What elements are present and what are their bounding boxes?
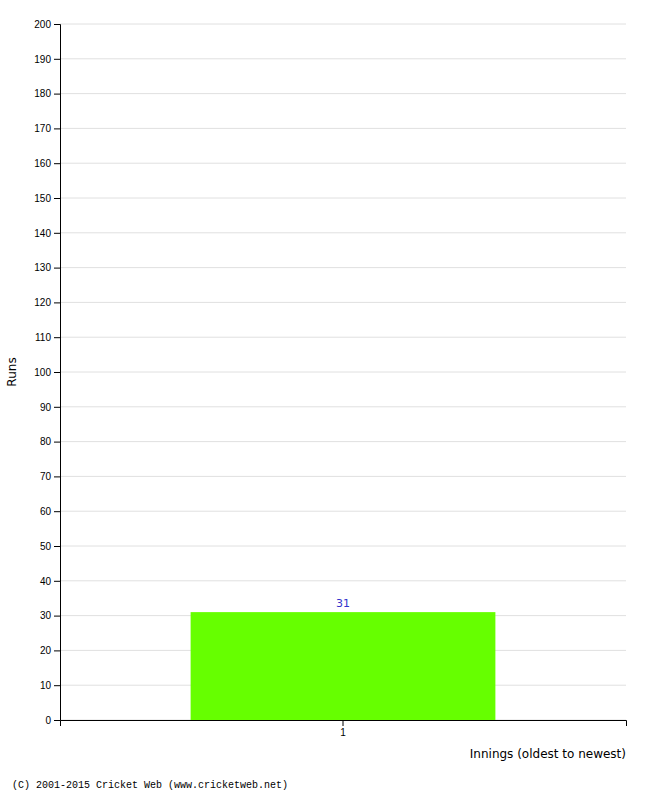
y-tick: 110: [35, 332, 60, 343]
plot-area: 0 10 20 30 40 50 60 70 80 90 100 110 120 130 140 150 160…: [5, 19, 627, 761]
y-tick-mark: [54, 685, 60, 686]
y-tick: 60: [40, 506, 60, 517]
y-tick: 170: [34, 123, 60, 134]
y-tick-mark: [54, 616, 60, 617]
grid-line: [60, 511, 626, 512]
y-tick-label: 10: [40, 680, 52, 691]
y-axis-title: Runs: [5, 357, 19, 386]
y-tick-label: 80: [40, 436, 52, 447]
y-tick-label: 20: [40, 645, 52, 656]
x-tick-label: 1: [340, 727, 346, 738]
y-tick-mark: [54, 442, 60, 443]
y-tick-label: 180: [34, 88, 51, 99]
y-tick: 50: [40, 541, 60, 552]
y-tick: 30: [40, 610, 60, 621]
y-tick: 140: [34, 228, 60, 239]
x-axis-title: Innings (oldest to newest): [470, 747, 626, 761]
y-tick-mark: [54, 650, 60, 651]
grid-line: [60, 337, 626, 338]
chart: 0 10 20 30 40 50 60 70 80 90 100 110 120 130 140 150 160…: [0, 0, 650, 800]
y-tick: 190: [34, 54, 60, 65]
bars: [191, 612, 496, 720]
grid-line: [60, 302, 626, 303]
grid-line: [60, 163, 626, 164]
y-tick-mark: [54, 198, 60, 199]
y-tick-label: 60: [40, 506, 52, 517]
grid-line: [60, 406, 626, 407]
y-tick-mark: [54, 128, 60, 129]
y-tick-mark: [54, 59, 60, 60]
y-tick-mark: [54, 511, 60, 512]
data-labels: 31: [336, 597, 350, 610]
y-tick: 130: [34, 262, 60, 273]
y-tick-label: 150: [34, 193, 51, 204]
y-tick-mark: [54, 372, 60, 373]
y-tick-mark: [54, 268, 60, 269]
y-tick: 100: [34, 367, 60, 378]
y-tick: 40: [40, 576, 60, 587]
y-tick-mark: [54, 233, 60, 234]
y-tick-label: 170: [34, 123, 51, 134]
y-tick: 200: [34, 19, 60, 30]
x-tick: 1: [340, 720, 346, 738]
y-tick-label: 40: [40, 576, 52, 587]
y-tick-mark: [54, 24, 60, 25]
y-tick-mark: [54, 337, 60, 338]
y-tick-label: 130: [34, 262, 51, 273]
data-label: 31: [336, 597, 350, 610]
y-tick-label: 50: [40, 541, 52, 552]
grid: [60, 24, 626, 720]
y-axis: 0 10 20 30 40 50 60 70 80 90 100 110 120 130 140 150 160…: [34, 19, 60, 726]
grid-line: [60, 372, 626, 373]
y-tick-mark: [54, 302, 60, 303]
y-tick-label: 140: [34, 228, 51, 239]
y-tick-label: 190: [34, 54, 51, 65]
y-tick-label: 200: [34, 19, 51, 30]
grid-line: [60, 58, 626, 59]
y-tick: 0: [45, 715, 60, 726]
y-tick-mark: [54, 407, 60, 408]
y-tick-label: 70: [40, 471, 52, 482]
footnote: (C) 2001-2015 Cricket Web (www.cricketwe…: [12, 780, 288, 791]
y-tick-mark: [54, 476, 60, 477]
y-tick: 70: [40, 471, 60, 482]
x-axis-line: [61, 721, 627, 727]
y-tick-label: 160: [34, 158, 51, 169]
y-tick-mark: [54, 720, 60, 721]
grid-line: [60, 232, 626, 233]
y-tick: 150: [34, 193, 60, 204]
grid-line: [60, 267, 626, 268]
y-tick-mark: [54, 546, 60, 547]
grid-line: [60, 476, 626, 477]
grid-line: [60, 580, 626, 581]
y-axis-line: [54, 25, 61, 721]
grid-line: [60, 198, 626, 199]
y-tick-mark: [54, 163, 60, 164]
y-tick: 90: [40, 402, 60, 413]
x-tick-mark: [343, 720, 344, 726]
y-tick-mark: [54, 94, 60, 95]
grid-line: [60, 128, 626, 129]
y-tick-mark: [54, 581, 60, 582]
x-axis: 1: [61, 720, 627, 738]
y-tick: 180: [34, 88, 60, 99]
y-tick: 10: [40, 680, 60, 691]
y-tick: 20: [40, 645, 60, 656]
y-tick-label: 30: [40, 610, 52, 621]
y-tick-label: 120: [34, 297, 51, 308]
y-tick: 120: [34, 297, 60, 308]
y-tick: 80: [40, 436, 60, 447]
grid-line: [60, 93, 626, 94]
grid-line: [60, 546, 626, 547]
grid-line: [60, 441, 626, 442]
y-tick-label: 110: [35, 332, 51, 343]
y-tick-label: 100: [34, 367, 51, 378]
y-tick-label: 0: [45, 715, 51, 726]
bar: [191, 612, 496, 720]
y-tick: 160: [34, 158, 60, 169]
grid-line: [60, 24, 626, 25]
y-tick-label: 90: [40, 402, 52, 413]
